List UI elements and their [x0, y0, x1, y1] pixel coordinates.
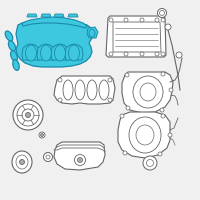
Ellipse shape	[11, 51, 17, 61]
Polygon shape	[51, 44, 69, 60]
Ellipse shape	[176, 52, 182, 58]
Ellipse shape	[109, 18, 113, 22]
Polygon shape	[113, 22, 161, 52]
Ellipse shape	[140, 83, 156, 101]
Ellipse shape	[124, 18, 128, 22]
Polygon shape	[16, 21, 93, 67]
Ellipse shape	[168, 133, 172, 137]
Ellipse shape	[58, 78, 62, 82]
Ellipse shape	[158, 8, 166, 18]
Ellipse shape	[155, 52, 159, 56]
Ellipse shape	[155, 18, 159, 22]
Ellipse shape	[160, 108, 164, 112]
Ellipse shape	[158, 152, 162, 156]
Polygon shape	[118, 112, 170, 158]
Ellipse shape	[5, 31, 13, 41]
Ellipse shape	[39, 132, 45, 138]
Ellipse shape	[46, 155, 50, 159]
Ellipse shape	[17, 104, 39, 126]
Ellipse shape	[160, 10, 164, 16]
Polygon shape	[122, 72, 173, 113]
Ellipse shape	[165, 24, 171, 30]
Polygon shape	[41, 14, 51, 17]
Ellipse shape	[140, 18, 144, 22]
Ellipse shape	[40, 134, 44, 136]
Polygon shape	[22, 44, 40, 60]
Ellipse shape	[58, 98, 62, 102]
Ellipse shape	[169, 88, 173, 92]
Ellipse shape	[161, 114, 165, 118]
Ellipse shape	[161, 52, 165, 56]
Ellipse shape	[99, 80, 109, 100]
Ellipse shape	[161, 72, 165, 76]
Polygon shape	[22, 17, 87, 28]
Ellipse shape	[161, 18, 165, 22]
Ellipse shape	[108, 98, 112, 102]
Ellipse shape	[136, 125, 154, 145]
Ellipse shape	[143, 156, 157, 170]
Ellipse shape	[124, 52, 128, 56]
Ellipse shape	[54, 45, 66, 61]
Ellipse shape	[129, 117, 161, 153]
Polygon shape	[106, 16, 166, 57]
Ellipse shape	[40, 45, 52, 61]
Ellipse shape	[125, 73, 129, 77]
Ellipse shape	[26, 112, 30, 117]
Ellipse shape	[146, 160, 154, 166]
Ellipse shape	[123, 151, 127, 155]
Ellipse shape	[74, 154, 86, 166]
Ellipse shape	[26, 45, 36, 61]
Ellipse shape	[12, 151, 32, 173]
Ellipse shape	[22, 109, 34, 121]
Polygon shape	[27, 14, 37, 17]
Polygon shape	[65, 44, 83, 60]
Ellipse shape	[89, 29, 95, 37]
Ellipse shape	[16, 155, 28, 169]
Ellipse shape	[13, 100, 43, 130]
Ellipse shape	[75, 80, 85, 100]
Ellipse shape	[133, 76, 163, 108]
Polygon shape	[68, 14, 78, 17]
Polygon shape	[37, 44, 55, 60]
Polygon shape	[54, 14, 64, 17]
Ellipse shape	[44, 152, 52, 162]
Ellipse shape	[87, 80, 97, 100]
Ellipse shape	[140, 52, 144, 56]
Ellipse shape	[8, 41, 16, 51]
Ellipse shape	[108, 78, 112, 82]
Ellipse shape	[109, 52, 113, 56]
Ellipse shape	[126, 106, 130, 110]
Polygon shape	[54, 76, 115, 104]
Ellipse shape	[63, 80, 73, 100]
Ellipse shape	[68, 45, 80, 61]
Polygon shape	[87, 27, 98, 38]
Ellipse shape	[13, 60, 19, 70]
Polygon shape	[54, 145, 105, 152]
Ellipse shape	[78, 158, 83, 162]
Polygon shape	[54, 142, 105, 170]
Ellipse shape	[120, 114, 124, 118]
Ellipse shape	[20, 160, 24, 164]
